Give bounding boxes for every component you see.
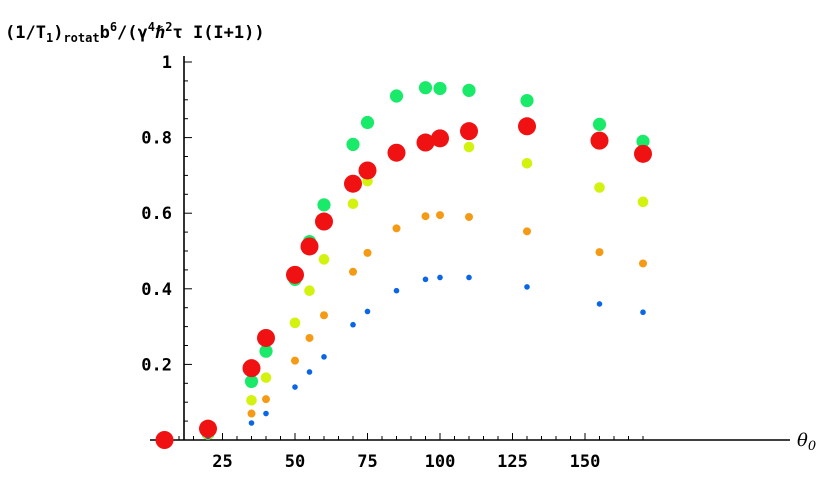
data-point — [592, 117, 607, 131]
data-point — [392, 224, 401, 233]
y-ticks: 0.2 0.4 0.6 0.8 1 — [141, 53, 192, 422]
data-point — [259, 344, 273, 358]
data-point — [431, 129, 449, 148]
data-point — [437, 274, 443, 281]
x-tick-label: 25 — [212, 452, 232, 472]
data-point — [317, 198, 331, 212]
x-axis-title: θ0 — [797, 430, 816, 454]
data-point — [320, 311, 328, 320]
data-point — [358, 161, 377, 180]
y-tick-label: 0.4 — [141, 280, 172, 300]
data-point — [520, 93, 534, 108]
data-point — [257, 328, 275, 347]
x-tick-label: 100 — [425, 452, 456, 472]
x-tick-label: 125 — [497, 452, 528, 472]
data-point — [418, 81, 433, 95]
data-point — [346, 137, 360, 152]
data-point — [640, 309, 646, 316]
data-point — [304, 285, 315, 296]
data-point — [360, 115, 375, 130]
data-point — [364, 308, 371, 315]
y-tick-label: 1 — [162, 53, 172, 73]
data-point — [262, 395, 270, 404]
data-point — [596, 301, 603, 307]
y-tick-label: 0.2 — [141, 355, 172, 375]
data-point — [590, 131, 609, 150]
data-point — [263, 410, 269, 417]
data-point — [244, 374, 259, 389]
data-point — [350, 321, 356, 328]
data-point — [595, 248, 604, 257]
x-tick-label: 75 — [357, 452, 377, 472]
data-point — [523, 227, 531, 236]
data-point — [247, 409, 256, 418]
data-point — [460, 122, 478, 141]
data-point — [305, 333, 314, 342]
data-point — [594, 182, 605, 193]
data-point — [242, 359, 261, 378]
data-point — [286, 265, 304, 284]
data-point — [289, 317, 301, 329]
data-point — [422, 276, 429, 283]
data-point — [291, 356, 299, 365]
y-axis-title: (1/T1)rotatb6/(γ4ℏ2τ I(I+1)) — [5, 20, 265, 45]
data-point — [462, 83, 476, 97]
data-point — [524, 284, 530, 290]
data-point — [248, 420, 255, 426]
data-point — [318, 254, 330, 265]
data-point — [349, 267, 357, 276]
data-point — [393, 287, 400, 294]
data-point — [416, 133, 435, 152]
data-point — [315, 212, 333, 231]
data-point — [246, 395, 257, 406]
data-point — [292, 384, 298, 390]
data-point — [637, 196, 649, 208]
x-tick-label: 150 — [570, 452, 601, 472]
axes — [150, 56, 790, 441]
data-point — [636, 134, 650, 148]
data-point — [389, 89, 404, 103]
data-point — [421, 212, 430, 221]
data-point — [300, 237, 319, 256]
data-point — [155, 431, 174, 449]
x-ticks: 25 50 75 100 125 150 — [164, 433, 644, 472]
data-point — [521, 158, 533, 169]
data-point — [433, 81, 447, 96]
data-point — [436, 211, 444, 220]
data-point — [639, 259, 647, 268]
y-tick-label: 0.8 — [141, 129, 172, 149]
y-tick-label: 0.6 — [141, 204, 172, 224]
data-point — [260, 372, 272, 383]
data-point — [321, 354, 327, 360]
data-points — [155, 81, 652, 449]
data-point — [465, 212, 473, 221]
data-point — [466, 274, 472, 281]
data-point — [634, 144, 652, 163]
data-point — [344, 174, 362, 193]
data-point — [306, 369, 313, 375]
data-point — [199, 419, 217, 438]
data-point — [518, 117, 536, 136]
data-point — [347, 198, 359, 210]
data-point — [463, 141, 475, 153]
data-point — [387, 143, 406, 162]
data-point — [363, 248, 372, 257]
x-tick-label: 50 — [285, 452, 305, 472]
